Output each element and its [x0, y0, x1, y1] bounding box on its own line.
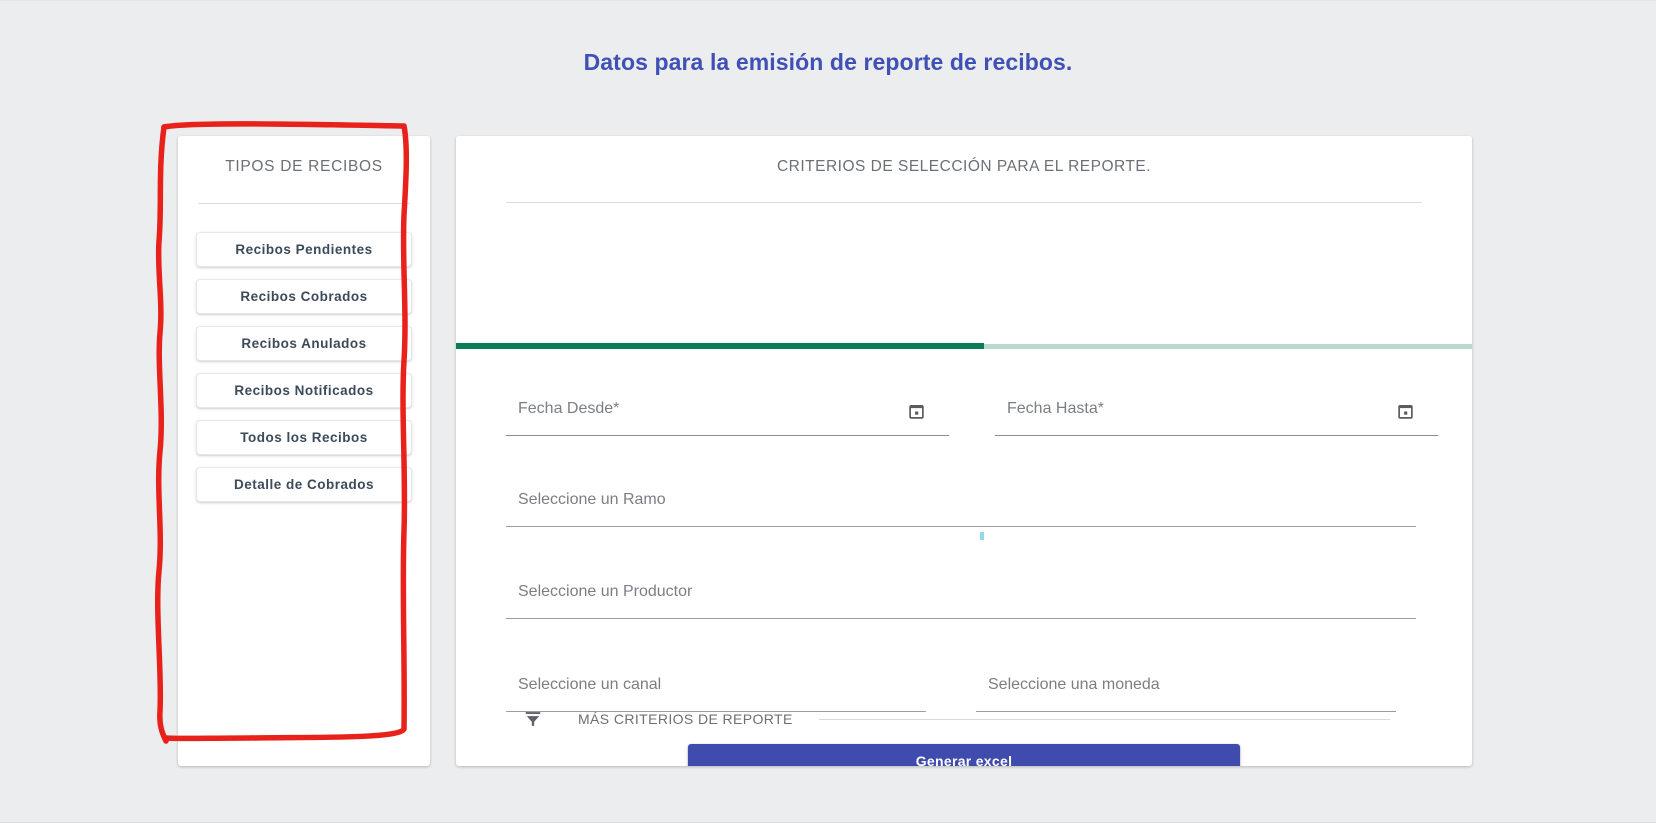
ramo-label: Seleccione un Ramo [518, 491, 666, 508]
moneda-select[interactable]: Seleccione una moneda [976, 654, 1396, 712]
main-divider [506, 202, 1422, 203]
calendar-icon[interactable] [1397, 403, 1414, 420]
sidebar-heading: TIPOS DE RECIBOS [225, 158, 383, 175]
sidebar-item-todos-los-recibos[interactable]: Todos los Recibos [196, 420, 412, 455]
generar-excel-button[interactable]: Generar excel [688, 744, 1240, 766]
sidebar-item-recibos-notificados[interactable]: Recibos Notificados [196, 373, 412, 408]
canal-select[interactable]: Seleccione un canal [506, 654, 926, 712]
fecha-desde-field[interactable]: Fecha Desde* [506, 378, 949, 436]
more-criteria-rule [818, 718, 1390, 720]
main-heading: CRITERIOS DE SELECCIÓN PARA EL REPORTE. [776, 158, 1152, 175]
fecha-desde-label: Fecha Desde* [518, 400, 620, 417]
date-range-row: Fecha Desde* Fecha Hasta* [456, 378, 1472, 436]
productor-label: Seleccione un Productor [518, 583, 693, 600]
fecha-hasta-field[interactable]: Fecha Hasta* [995, 378, 1438, 436]
sidebar-divider [198, 203, 410, 204]
filter-funnel-icon[interactable] [524, 711, 542, 727]
moneda-label: Seleccione una moneda [988, 676, 1160, 693]
more-criteria-label: MÁS CRITERIOS DE REPORTE [578, 711, 793, 727]
canal-underline [506, 711, 926, 712]
sidebar-item-detalle-de-cobrados[interactable]: Detalle de Cobrados [196, 467, 412, 502]
text-cursor-marker [980, 532, 984, 540]
progress-track [456, 343, 1472, 349]
progress-bar [456, 343, 985, 349]
calendar-icon[interactable] [908, 403, 925, 420]
page-title: Datos para la emisión de reporte de reci… [583, 49, 1073, 75]
moneda-underline [976, 711, 1396, 712]
sidebar-item-recibos-anulados[interactable]: Recibos Anulados [196, 326, 412, 361]
canal-label: Seleccione un canal [518, 676, 662, 693]
sidebar-button-list: Recibos Pendientes Recibos Cobrados Reci… [178, 232, 430, 502]
fecha-desde-underline [506, 435, 949, 436]
receipt-types-panel: TIPOS DE RECIBOS Recibos Pendientes Reci… [178, 136, 430, 766]
ramo-select[interactable]: Seleccione un Ramo [506, 469, 1416, 527]
more-criteria-toggle[interactable]: MÁS CRITERIOS DE REPORTE [506, 711, 1390, 727]
ramo-underline [506, 526, 1416, 527]
productor-select[interactable]: Seleccione un Productor [506, 561, 1416, 619]
report-criteria-panel: CRITERIOS DE SELECCIÓN PARA EL REPORTE. … [456, 136, 1472, 766]
fecha-hasta-label: Fecha Hasta* [1007, 400, 1104, 417]
sidebar-item-recibos-pendientes[interactable]: Recibos Pendientes [196, 232, 412, 267]
productor-underline [506, 618, 1416, 619]
fecha-hasta-underline [995, 435, 1438, 436]
sidebar-item-recibos-cobrados[interactable]: Recibos Cobrados [196, 279, 412, 314]
